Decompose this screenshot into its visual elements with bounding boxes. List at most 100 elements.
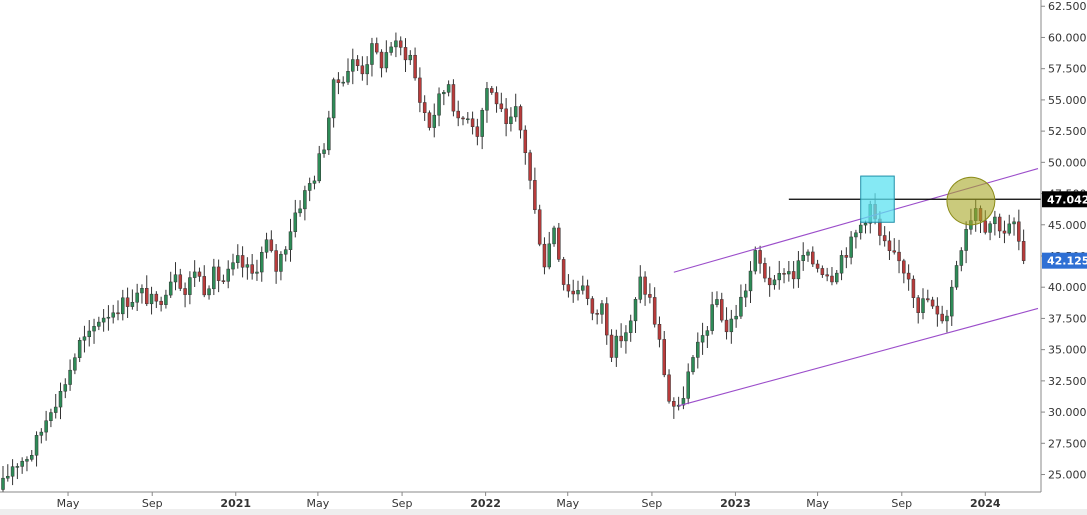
candle-up: [1007, 223, 1011, 234]
candle-up: [15, 466, 20, 468]
candle-down: [825, 274, 829, 277]
candle-up: [614, 335, 619, 358]
candle-down: [782, 273, 786, 275]
candle-up: [25, 459, 29, 462]
x-tick-label: Sep: [642, 497, 663, 510]
candle-down: [605, 303, 609, 336]
candle-down: [897, 251, 901, 262]
candle-up: [748, 270, 753, 292]
candle-up: [327, 117, 331, 151]
candle-up: [624, 332, 628, 342]
candle-down: [154, 293, 159, 302]
candle-up: [734, 315, 738, 320]
candle-down: [887, 240, 892, 251]
candle-up: [466, 118, 470, 121]
candle-down: [906, 272, 911, 280]
x-tick-label: Sep: [891, 497, 912, 510]
candle-up: [317, 153, 321, 182]
x-tick-label: 2022: [470, 497, 501, 510]
candle-down: [830, 275, 834, 283]
candles-layer: [1, 32, 1026, 493]
candle-down: [811, 251, 815, 265]
candle-up: [835, 272, 839, 283]
candle-down: [892, 250, 896, 253]
candle-up: [192, 271, 197, 278]
candle-up: [49, 412, 53, 421]
candle-up: [331, 79, 336, 119]
y-tick-label: 25.000: [1048, 469, 1087, 482]
candle-up: [226, 268, 230, 282]
candle-up: [442, 92, 446, 95]
y-tick-label: 60.000: [1048, 31, 1087, 44]
candle-down: [379, 51, 384, 69]
candle-down: [648, 294, 652, 298]
candle-up: [212, 266, 216, 290]
candle-up: [777, 273, 781, 281]
candle-down: [595, 313, 599, 315]
candle-up: [6, 475, 10, 479]
y-tick-label: 55.000: [1048, 94, 1087, 107]
candle-down: [197, 271, 202, 277]
candle-up: [39, 431, 44, 436]
candle-down: [940, 313, 944, 322]
candle-up: [964, 229, 968, 251]
candle-up: [743, 290, 748, 298]
candle-up: [945, 315, 949, 322]
candle-down: [461, 117, 465, 120]
candle-down: [763, 263, 767, 279]
candle-down: [523, 129, 528, 154]
candle-down: [662, 339, 666, 376]
candle-up: [10, 466, 15, 477]
y-tick-label: 32.500: [1048, 375, 1087, 388]
candle-up: [106, 316, 111, 319]
candle-down: [758, 250, 762, 264]
highlight-ellipse: [946, 176, 996, 226]
candle-up: [231, 262, 235, 270]
candle-down: [911, 278, 916, 298]
candle-down: [585, 285, 590, 299]
candle-up: [260, 251, 264, 273]
candle-down: [1002, 230, 1007, 234]
price-tag-last: [1042, 252, 1087, 269]
candle-up: [293, 212, 298, 232]
candle-up: [384, 52, 389, 69]
candle-down: [720, 299, 724, 321]
candle-down: [427, 112, 432, 128]
candle-up: [796, 260, 801, 280]
candle-up: [408, 54, 413, 61]
candle-down: [619, 335, 623, 342]
candle-up: [509, 116, 513, 125]
candle-up: [710, 304, 714, 331]
candle-down: [470, 118, 475, 127]
candle-down: [983, 220, 988, 233]
y-tick-label: 52.500: [1048, 125, 1087, 138]
candle-down: [116, 312, 120, 315]
candle-up: [279, 253, 283, 272]
candle-down: [571, 290, 575, 295]
candle-up: [283, 249, 288, 255]
candle-down: [667, 374, 671, 402]
candle-up: [92, 326, 96, 332]
candle-down: [274, 250, 278, 272]
candle-up: [312, 180, 317, 184]
candle-up: [787, 271, 791, 275]
candle-up: [628, 320, 633, 333]
candle-down: [844, 255, 849, 258]
candle-down: [504, 108, 508, 125]
candle-down: [375, 43, 379, 53]
candle-up: [63, 384, 68, 392]
candle-up: [839, 255, 844, 274]
candle-down: [216, 266, 221, 281]
candle-down: [418, 77, 422, 103]
candle-down: [355, 59, 360, 67]
candle-up: [854, 232, 858, 238]
candle-up: [351, 59, 355, 72]
x-tick-label: May: [57, 497, 80, 510]
candle-down: [178, 274, 183, 289]
candle-down: [566, 284, 571, 292]
candle-up: [863, 223, 868, 226]
candle-up: [849, 236, 853, 258]
candle-up: [264, 239, 269, 253]
candle-up: [164, 294, 168, 305]
